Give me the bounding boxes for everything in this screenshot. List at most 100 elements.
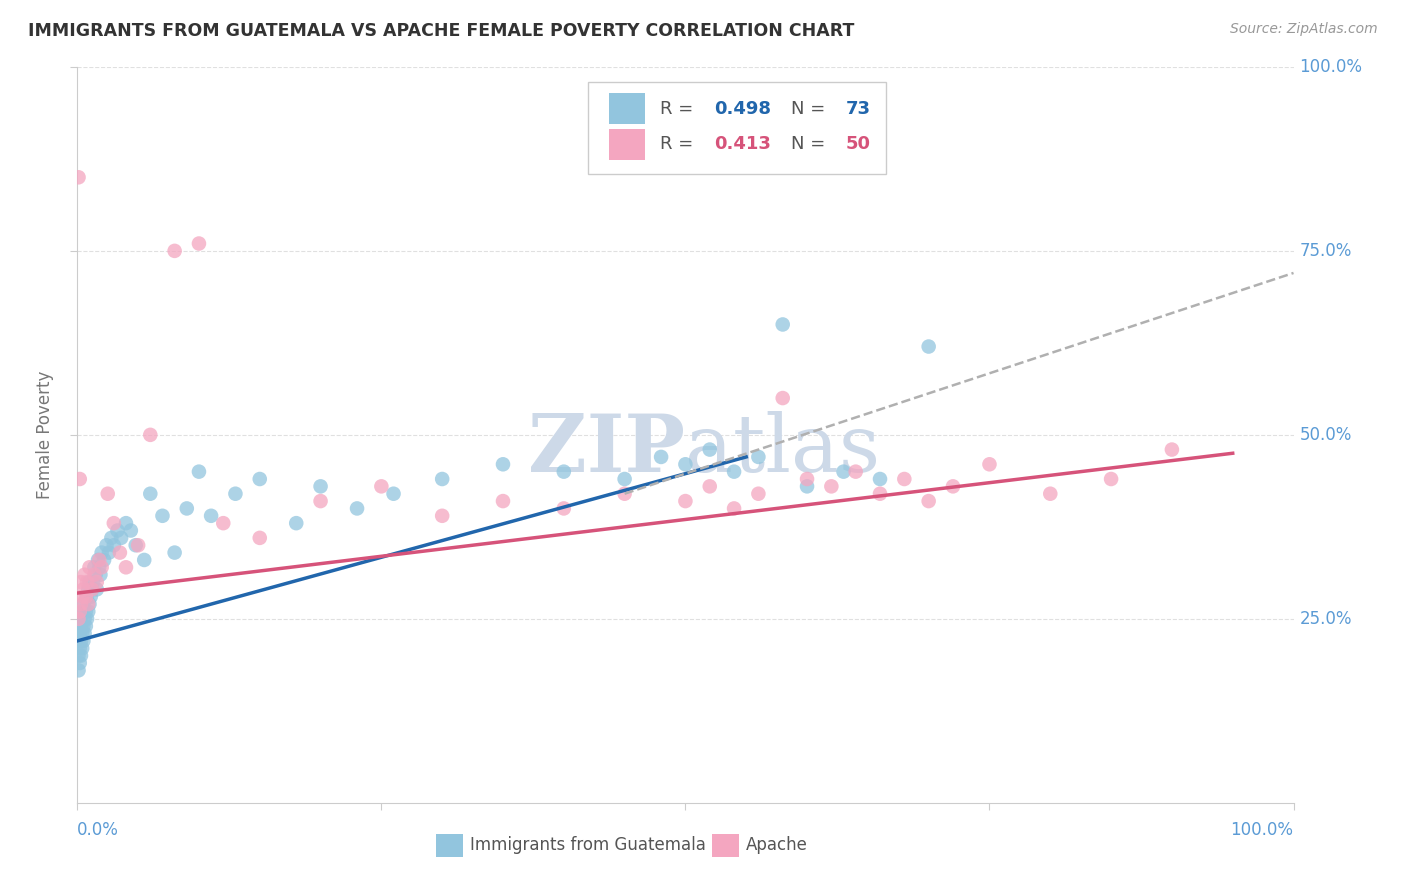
Point: [675, 494, 697, 508]
Point: [188, 465, 211, 479]
Point: [79, 560, 101, 574]
Point: [100, 531, 122, 545]
Point: [430, 472, 453, 486]
Point: [747, 487, 769, 501]
Point: [613, 487, 636, 501]
Point: [89, 560, 111, 574]
Point: [176, 501, 198, 516]
Text: 25.0%: 25.0%: [1299, 610, 1353, 628]
Point: [69, 472, 91, 486]
Point: [107, 524, 129, 538]
Point: [832, 465, 855, 479]
Point: [134, 553, 156, 567]
Point: [188, 236, 211, 251]
Point: [70, 575, 93, 590]
Point: [72, 582, 94, 597]
Point: [382, 487, 405, 501]
Point: [820, 479, 842, 493]
Point: [103, 516, 125, 530]
Point: [1099, 472, 1122, 486]
Point: [103, 538, 125, 552]
Point: [79, 597, 101, 611]
Text: 100.0%: 100.0%: [1230, 822, 1294, 839]
Point: [73, 612, 96, 626]
Point: [69, 641, 91, 656]
Text: 0.0%: 0.0%: [77, 822, 120, 839]
Point: [110, 531, 132, 545]
Point: [75, 590, 97, 604]
Text: 50: 50: [846, 136, 870, 153]
Point: [115, 516, 138, 530]
Point: [70, 633, 93, 648]
Point: [72, 633, 94, 648]
Point: [70, 641, 93, 656]
Point: [845, 465, 868, 479]
Point: [84, 567, 107, 582]
Point: [77, 605, 100, 619]
Point: [83, 567, 105, 582]
Point: [224, 487, 246, 501]
Bar: [609, 128, 645, 160]
Point: [796, 472, 818, 486]
Point: [723, 501, 745, 516]
Point: [492, 457, 515, 471]
Point: [75, 605, 97, 619]
Point: [699, 479, 721, 493]
Point: [69, 626, 91, 640]
Text: Immigrants from Guatemala: Immigrants from Guatemala: [470, 837, 706, 855]
Point: [80, 582, 103, 597]
Text: 0.498: 0.498: [714, 100, 772, 118]
Point: [796, 479, 818, 493]
Point: [285, 516, 308, 530]
Point: [79, 575, 101, 590]
Point: [86, 575, 108, 590]
Point: [87, 553, 110, 567]
Point: [139, 427, 162, 442]
Point: [82, 575, 104, 590]
Point: [97, 487, 120, 501]
Point: [869, 487, 891, 501]
Point: [163, 244, 186, 258]
Point: [309, 479, 332, 493]
Point: [553, 501, 575, 516]
Text: N =: N =: [792, 136, 831, 153]
Point: [139, 487, 162, 501]
Point: [699, 442, 721, 457]
Point: [77, 597, 100, 611]
Point: [70, 597, 93, 611]
Point: [75, 619, 97, 633]
Point: [89, 567, 111, 582]
Point: [869, 472, 891, 486]
Point: [979, 457, 1001, 471]
Y-axis label: Female Poverty: Female Poverty: [37, 371, 55, 499]
Point: [69, 656, 91, 670]
Point: [370, 479, 392, 493]
Text: 100.0%: 100.0%: [1299, 58, 1362, 76]
Point: [249, 472, 271, 486]
Point: [893, 472, 915, 486]
Point: [772, 391, 794, 405]
Point: [120, 524, 142, 538]
Point: [70, 619, 93, 633]
Point: [212, 516, 235, 530]
Point: [1039, 487, 1062, 501]
Text: 0.413: 0.413: [714, 136, 772, 153]
Point: [675, 457, 697, 471]
Point: [430, 508, 453, 523]
Point: [492, 494, 515, 508]
Point: [67, 170, 90, 185]
Text: N =: N =: [792, 100, 831, 118]
Point: [67, 664, 90, 678]
Point: [127, 538, 149, 552]
Point: [69, 605, 91, 619]
Text: ZIP: ZIP: [529, 410, 686, 489]
Point: [90, 560, 112, 574]
Point: [747, 450, 769, 464]
Text: 50.0%: 50.0%: [1299, 425, 1353, 444]
Text: Apache: Apache: [747, 837, 808, 855]
Point: [67, 612, 90, 626]
Point: [72, 597, 94, 611]
Text: atlas: atlas: [686, 410, 880, 489]
Point: [200, 508, 222, 523]
Text: R =: R =: [659, 136, 699, 153]
